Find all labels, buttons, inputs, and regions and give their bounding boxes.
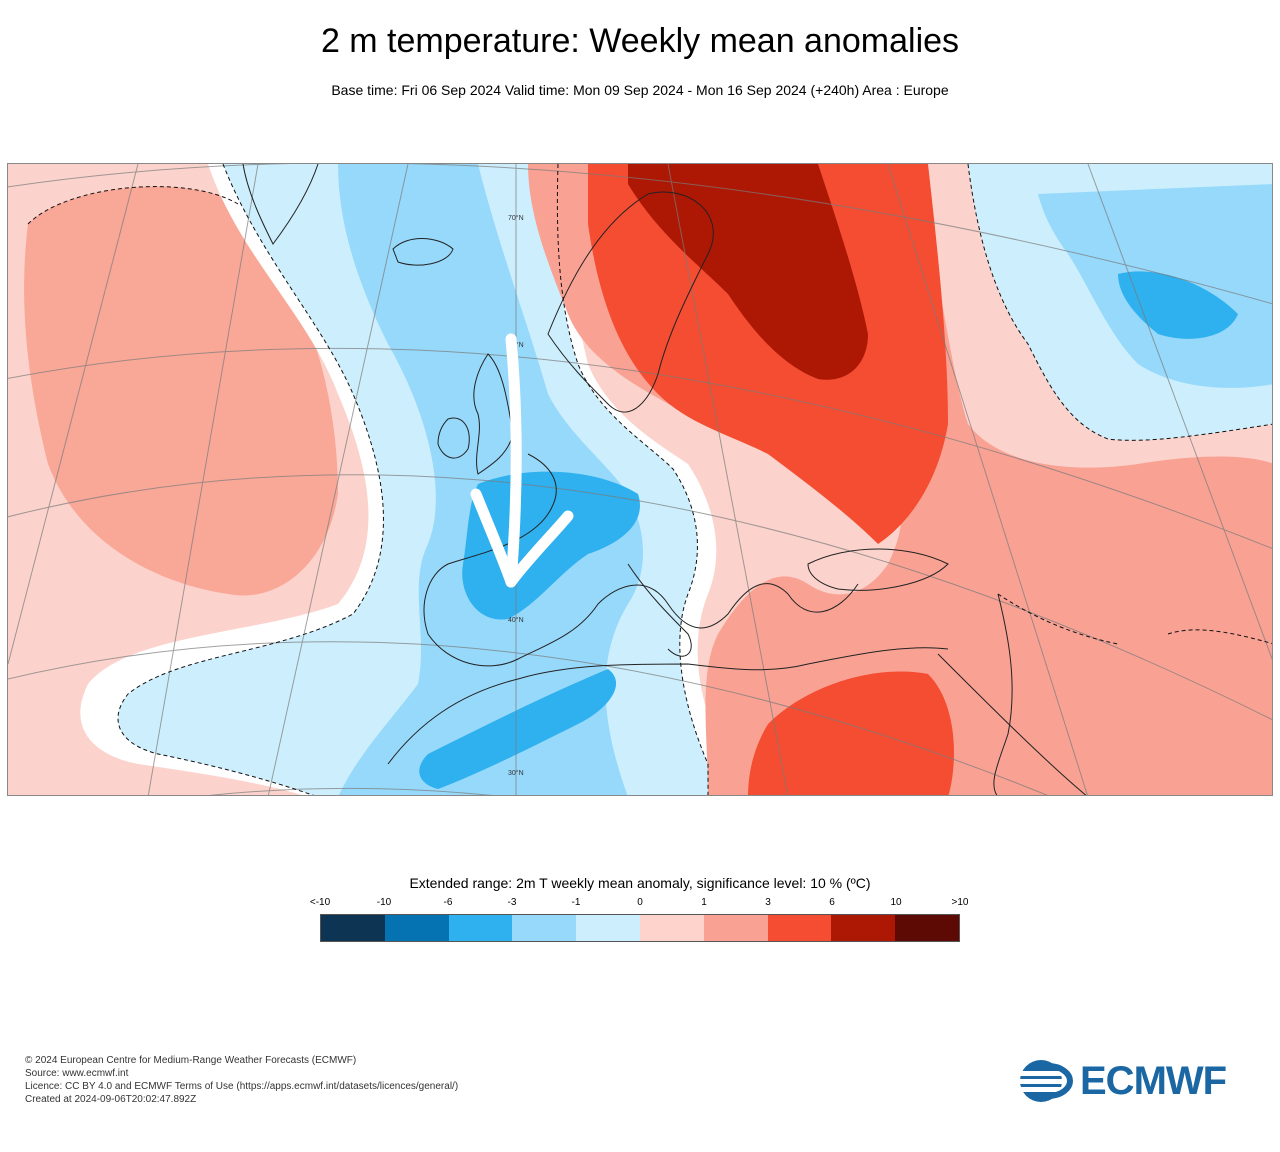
chart-title: 2 m temperature: Weekly mean anomalies — [320, 22, 960, 60]
legend-swatch-6 — [703, 915, 768, 941]
map-svg: 70°N 50°N 40°N 30°N — [8, 164, 1272, 795]
significance-contours — [27, 164, 1272, 795]
legend-swatch-9 — [895, 915, 959, 941]
coastlines — [242, 164, 1087, 795]
legend-swatch-8 — [831, 915, 896, 941]
cool-region-medium — [338, 164, 643, 795]
warm-region-strong-north — [588, 164, 948, 544]
footer: © 2024 European Centre for Medium-Range … — [25, 1054, 458, 1106]
legend-swatch-1 — [384, 915, 449, 941]
cool-region-strong-north-africa — [419, 669, 617, 789]
legend-title: Extended range: 2m T weekly mean anomaly… — [409, 875, 871, 891]
legend-swatch-4 — [576, 915, 640, 941]
legend-tick-label: 1 — [701, 897, 707, 908]
graticule — [8, 164, 1272, 795]
legend-swatch-7 — [767, 915, 832, 941]
footer-licence: Licence: CC BY 4.0 and ECMWF Terms of Us… — [25, 1081, 459, 1092]
ecmwf-logo-text: ECMWF — [1080, 1059, 1227, 1103]
anomaly-map: 70°N 50°N 40°N 30°N — [7, 163, 1273, 796]
lat-label-70: 70°N — [508, 214, 524, 222]
annotation-arrow — [470, 333, 574, 588]
legend-tick-label: -6 — [443, 897, 453, 908]
footer-created: Created at 2024-09-06T20:02:47.892Z — [25, 1094, 197, 1105]
legend-tick-label: -10 — [376, 897, 392, 908]
ecmwf-logo-icon — [1018, 1060, 1076, 1102]
legend-tick-label: 10 — [890, 897, 902, 908]
legend-tick-label: >10 — [951, 897, 969, 908]
legend-bar — [320, 914, 960, 942]
legend-swatch-5 — [639, 915, 704, 941]
lat-label-30: 30°N — [508, 769, 524, 777]
legend-tick-label: <-10 — [309, 897, 331, 908]
cool-region-northeast-strong — [1118, 271, 1238, 339]
warm-region-strong-sahara — [748, 671, 954, 795]
legend-tick-label: -3 — [507, 897, 517, 908]
legend-swatch-3 — [512, 915, 577, 941]
lat-label-40: 40°N — [508, 616, 524, 624]
legend-swatch-2 — [448, 915, 513, 941]
legend-swatch-0 — [321, 915, 385, 941]
legend-ticks: <-10 -10 -6 -3 -1 0 1 3 6 10 >10 — [310, 897, 969, 911]
legend-tick-label: 6 — [829, 897, 835, 908]
chart-subtitle: Base time: Fri 06 Sep 2024 Valid time: M… — [331, 82, 949, 98]
footer-source: Source: www.ecmwf.int — [25, 1068, 129, 1079]
legend-tick-label: -1 — [571, 897, 581, 908]
legend-tick-label: 0 — [637, 897, 643, 908]
warm-region-extreme-core — [628, 164, 868, 380]
legend-tick-label: 3 — [765, 897, 771, 908]
ecmwf-logo: ECMWF — [1018, 1058, 1258, 1104]
footer-copyright: © 2024 European Centre for Medium-Range … — [25, 1055, 357, 1066]
atlantic-warm-region — [24, 186, 338, 596]
